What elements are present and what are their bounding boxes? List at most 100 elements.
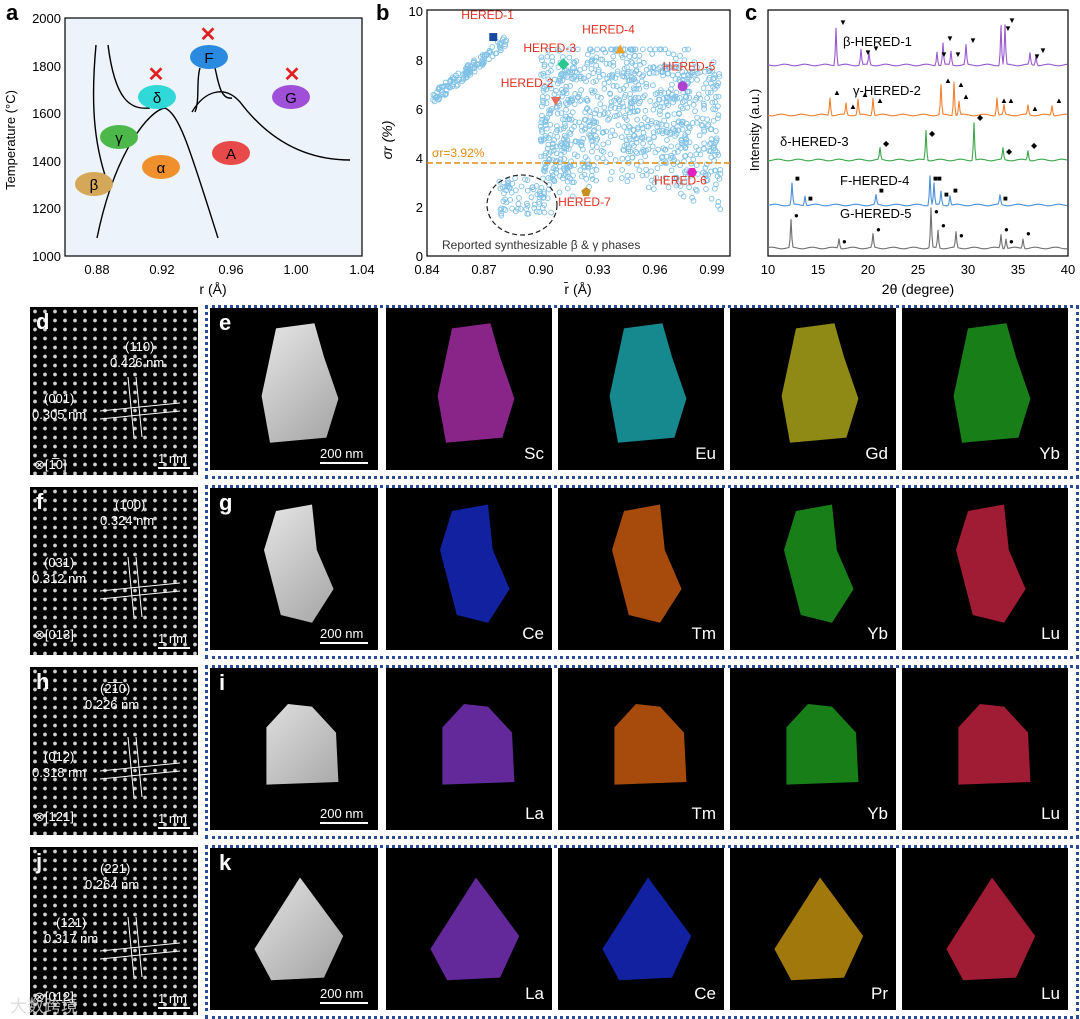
panel-label-c: c <box>745 0 758 25</box>
scale-bar: 1 nm <box>158 991 190 1009</box>
scatter-point <box>578 97 585 103</box>
scatter-point <box>610 59 617 66</box>
scatter-point <box>443 87 450 93</box>
scatter-point <box>649 51 655 57</box>
scatter-point <box>711 75 718 81</box>
peak-marker-icon: ■ <box>879 186 884 195</box>
scatter-point <box>705 171 712 178</box>
scatter-point <box>571 179 577 186</box>
scatter-point <box>540 72 547 79</box>
scatter-point <box>568 158 574 165</box>
peak-marker-icon: ● <box>959 231 964 240</box>
eds-map-la: La <box>386 668 552 830</box>
scatter-point <box>715 93 722 100</box>
element-label: Ce <box>694 984 716 1003</box>
scatter-point <box>607 151 614 158</box>
scatter-point <box>633 148 639 155</box>
guide-lines <box>99 376 181 438</box>
scatter-point <box>625 77 632 84</box>
scatter-point <box>638 78 645 85</box>
scatter-point <box>570 59 577 65</box>
scatter-point <box>543 135 549 142</box>
scatter-point <box>660 104 667 110</box>
scatter-point <box>612 132 618 139</box>
scatter-point <box>694 64 700 71</box>
scatter-point <box>544 145 551 152</box>
scatter-point <box>681 57 688 63</box>
scatter-point <box>636 100 642 107</box>
scatter-point <box>623 129 630 136</box>
scatter-point <box>559 93 565 100</box>
scatter-point <box>539 94 546 100</box>
scatter-point <box>553 166 559 173</box>
scatter-point <box>581 116 588 123</box>
scatter-point <box>463 74 469 81</box>
svg-text:10: 10 <box>409 4 423 19</box>
scatter-point <box>634 116 640 123</box>
panel-label-j: j <box>36 849 43 874</box>
hered-marker <box>550 97 561 107</box>
peak-marker-icon: ◆ <box>1031 141 1038 150</box>
scatter-point <box>557 173 563 179</box>
scatter-point <box>528 194 535 201</box>
scatter-point <box>657 108 663 114</box>
scatter-point <box>503 37 510 44</box>
xrd-traces: ▼▼ ▼▼▼▼▼▼▼▼▼▲▲▲▲▲ ▲▲ ▲ ▲▲▲◆◆◆◆◆■■■■ ■■ ■■●●●●●… <box>767 16 1068 250</box>
peak-marker-icon: ▲ <box>833 88 841 97</box>
peak-marker-icon: ▼ <box>872 44 880 53</box>
scatter-point <box>596 73 603 80</box>
scatter-point <box>538 71 544 78</box>
scatter-point <box>638 121 645 128</box>
hered-marker <box>677 81 688 92</box>
y-axis-label-b: σr (%) <box>379 121 395 160</box>
scatter-point <box>569 109 576 115</box>
scatter-point <box>578 123 585 130</box>
spacing-label: 0.264 nm <box>85 877 140 892</box>
scatter-point <box>593 177 599 184</box>
y-axis-label-c: Intensity (a.u.) <box>747 89 762 171</box>
scatter-point <box>679 119 686 125</box>
scatter-point <box>574 46 581 53</box>
scatter-point <box>621 73 628 80</box>
element-distribution <box>442 704 515 785</box>
scatter-point <box>584 157 591 163</box>
scatter-point <box>627 148 634 155</box>
scatter-point <box>600 141 607 148</box>
scatter-point <box>541 83 548 90</box>
phase-F-label: F <box>204 50 213 67</box>
xrd-trace <box>767 207 1068 250</box>
scatter-point <box>538 54 545 61</box>
panel-label-e: e <box>219 310 232 335</box>
scatter-point <box>443 82 450 89</box>
eds-map-yb: Yb <box>902 308 1068 470</box>
scatter-point <box>561 132 568 139</box>
scatter-point <box>570 172 576 179</box>
scatter-point <box>638 149 645 156</box>
scatter-point <box>460 75 467 81</box>
element-label: Lu <box>1041 984 1060 1003</box>
scatter-point <box>671 96 678 103</box>
scatter-point <box>592 133 599 139</box>
scatter-point <box>697 95 704 102</box>
scatter-point <box>693 162 700 169</box>
scatter-point <box>708 136 715 143</box>
panel-label-f: f <box>36 489 44 514</box>
scatter-point <box>577 66 583 73</box>
hered-marker <box>557 58 570 71</box>
scatter-point <box>637 158 644 165</box>
hered-label: HERED-3 <box>523 41 576 55</box>
scatter-point <box>640 72 647 79</box>
scatter-point <box>662 174 669 181</box>
spacing-label: 0.312 nm <box>32 571 87 586</box>
scatter-point <box>689 69 696 75</box>
scatter-point <box>551 137 557 143</box>
element-label: Lu <box>1041 624 1060 643</box>
peak-marker-icon: ▲ <box>1031 104 1039 113</box>
scatter-point <box>561 89 567 95</box>
svg-text:2000: 2000 <box>32 11 61 26</box>
scatter-point <box>556 47 562 54</box>
peak-marker-icon: ■ <box>953 186 958 195</box>
element-distribution <box>953 323 1031 443</box>
scatter-point <box>668 152 675 159</box>
scatter-point <box>670 161 677 168</box>
